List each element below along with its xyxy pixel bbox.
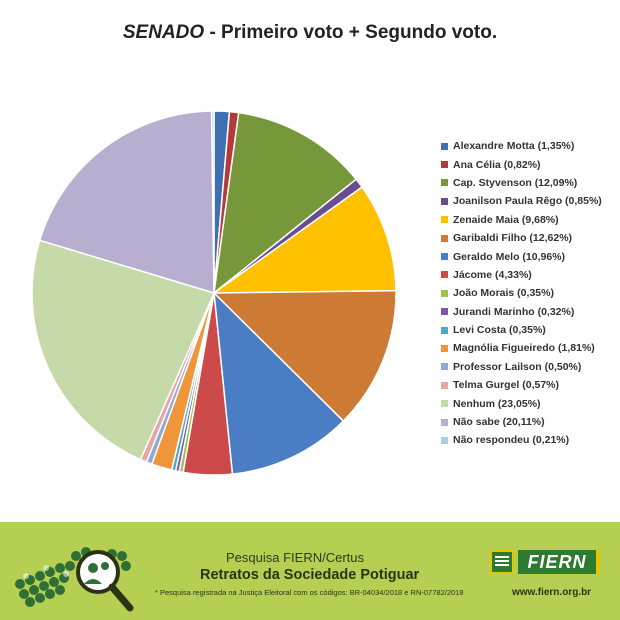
chart-legend: Alexandre Motta (1,35%) Ana Célia (0,82%)… xyxy=(441,137,617,450)
legend-label: Zenaide Maia (9,68%) xyxy=(453,213,559,226)
legend-swatch xyxy=(441,253,448,261)
legend-item: Geraldo Melo (10,96%) xyxy=(441,247,617,265)
map-illustration-icon xyxy=(15,547,134,612)
legend-item: João Morais (0,35%) xyxy=(441,284,617,302)
footer-title: Retratos da Sociedade Potiguar xyxy=(200,567,420,583)
legend-swatch xyxy=(441,400,448,408)
pie-slice xyxy=(38,110,215,295)
legend-label: João Morais (0,35%) xyxy=(453,287,554,300)
legend-item: Levi Costa (0,35%) xyxy=(441,321,617,339)
legend-swatch xyxy=(441,363,448,371)
legend-label: Jácome (4,33%) xyxy=(453,268,532,281)
legend-swatch xyxy=(441,179,448,187)
pie-slice xyxy=(210,110,215,294)
legend-swatch xyxy=(441,216,448,224)
footer-banner: Pesquisa FIERN/Certus Retratos da Socied… xyxy=(0,522,620,620)
legend-swatch xyxy=(441,197,448,205)
legend-item: Nenhum (23,05%) xyxy=(441,394,617,412)
footer-survey-text: Pesquisa FIERN/Certus xyxy=(226,550,364,565)
legend-label: Não respondeu (0,21%) xyxy=(453,434,570,447)
legend-item: Joanilson Paula Rêgo (0,85%) xyxy=(441,192,617,210)
legend-label: Alexandre Motta (1,35%) xyxy=(453,140,575,153)
legend-label: Magnólia Figueiredo (1,81%) xyxy=(453,342,595,355)
legend-item: Ana Célia (0,82%) xyxy=(441,155,617,173)
legend-item: Não sabe (20,11%) xyxy=(441,413,617,431)
fiern-logo-icon xyxy=(490,550,514,574)
legend-label: Professor Lailson (0,50%) xyxy=(453,360,582,373)
pie-slice xyxy=(211,186,397,294)
legend-swatch xyxy=(441,161,448,169)
chart-title: SENADO - Primeiro voto + Segundo voto. xyxy=(0,22,620,44)
legend-item: Magnólia Figueiredo (1,81%) xyxy=(441,339,617,357)
chart-title-rest: - Primeiro voto + Segundo voto. xyxy=(204,22,498,43)
pie-slice xyxy=(213,111,358,295)
legend-item: Garibaldi Filho (12,62%) xyxy=(441,229,617,247)
pie-slice xyxy=(213,290,345,475)
legend-item: Jácome (4,33%) xyxy=(441,266,617,284)
footer-url[interactable]: www.fiern.org.br xyxy=(512,587,592,598)
footer-survey: Pesquisa FIERN/Certus xyxy=(0,550,620,565)
chart-title-emphasis: SENADO xyxy=(122,22,205,43)
legend-label: Geraldo Melo (10,96%) xyxy=(453,250,566,263)
legend-swatch xyxy=(441,234,448,242)
legend-item: Cap. Styvenson (12,09%) xyxy=(441,174,617,192)
legend-swatch xyxy=(441,271,448,279)
legend-swatch xyxy=(441,381,448,389)
legend-label: Jurandi Marinho (0,32%) xyxy=(453,305,575,318)
legend-label: Nenhum (23,05%) xyxy=(453,397,541,410)
legend-label: Levi Costa (0,35%) xyxy=(453,324,546,337)
legend-swatch xyxy=(441,289,448,297)
legend-label: Não sabe (20,11%) xyxy=(453,416,545,429)
legend-item: Telma Gurgel (0,57%) xyxy=(441,376,617,394)
legend-swatch xyxy=(441,308,448,316)
legend-item: Jurandi Marinho (0,32%) xyxy=(441,303,617,321)
legend-swatch xyxy=(441,344,448,352)
legend-label: Telma Gurgel (0,57%) xyxy=(453,379,560,392)
legend-item: Não respondeu (0,21%) xyxy=(441,431,617,449)
legend-swatch xyxy=(441,142,448,150)
footer-note: * Pesquisa registrada na Justiça Eleitor… xyxy=(155,588,464,597)
legend-swatch xyxy=(441,436,448,444)
fiern-logo-text: FIERN xyxy=(518,550,600,574)
legend-item: Alexandre Motta (1,35%) xyxy=(441,137,617,155)
legend-label: Ana Célia (0,82%) xyxy=(453,158,541,171)
legend-swatch xyxy=(441,418,448,426)
legend-swatch xyxy=(441,326,448,334)
legend-label: Garibaldi Filho (12,62%) xyxy=(453,232,573,245)
pie-slice xyxy=(31,239,216,461)
legend-label: Cap. Styvenson (12,09%) xyxy=(453,176,578,189)
pie-chart xyxy=(31,110,397,476)
legend-item: Zenaide Maia (9,68%) xyxy=(441,211,617,229)
fiern-logo: FIERN xyxy=(490,550,610,578)
pie-slice xyxy=(212,289,397,423)
legend-item: Professor Lailson (0,50%) xyxy=(441,358,617,376)
legend-label: Joanilson Paula Rêgo (0,85%) xyxy=(453,195,602,208)
